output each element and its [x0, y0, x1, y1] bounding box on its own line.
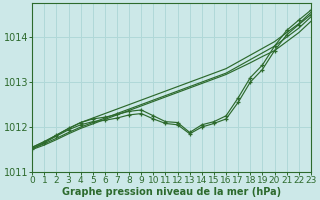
X-axis label: Graphe pression niveau de la mer (hPa): Graphe pression niveau de la mer (hPa) [62, 187, 281, 197]
